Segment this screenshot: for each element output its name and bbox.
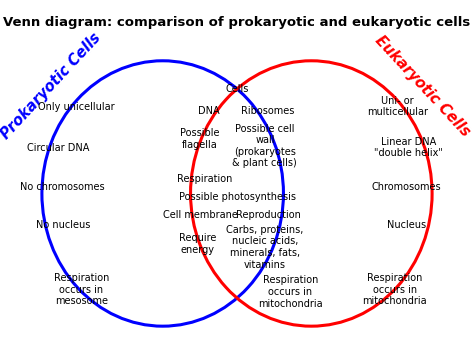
Text: Venn diagram: comparison of prokaryotic and eukaryotic cells: Venn diagram: comparison of prokaryotic … — [3, 16, 471, 29]
Text: DNA: DNA — [198, 106, 220, 116]
Text: Prokaryotic Cells: Prokaryotic Cells — [0, 30, 104, 142]
Text: Carbs, proteins,
nucleic acids,
minerals, fats,
vitamins: Carbs, proteins, nucleic acids, minerals… — [226, 225, 303, 269]
Text: Cell membrane: Cell membrane — [164, 210, 238, 220]
Text: Reproduction: Reproduction — [236, 210, 301, 220]
Text: Respiration: Respiration — [177, 174, 232, 184]
Text: Possible
flagella: Possible flagella — [180, 128, 219, 150]
Text: Chromosomes: Chromosomes — [372, 182, 441, 192]
Text: Possible photosynthesis: Possible photosynthesis — [180, 192, 296, 202]
Text: No chromosomes: No chromosomes — [20, 182, 105, 192]
Text: Circular DNA: Circular DNA — [27, 143, 89, 153]
Text: Require
energy: Require energy — [179, 233, 216, 255]
Text: Ribosomes: Ribosomes — [240, 106, 294, 116]
Text: Nucleus: Nucleus — [387, 220, 426, 230]
Text: Possible cell
wall
(prokaryotes
& plant cells): Possible cell wall (prokaryotes & plant … — [232, 124, 297, 169]
Text: Uni- or
multicellular: Uni- or multicellular — [367, 96, 428, 118]
Text: Eukaryotic Cells: Eukaryotic Cells — [373, 33, 473, 140]
Text: Respiration
occurs in
mitochondria: Respiration occurs in mitochondria — [363, 273, 427, 306]
Text: Linear DNA
"double helix": Linear DNA "double helix" — [374, 137, 443, 158]
Text: No nucleus: No nucleus — [36, 220, 90, 230]
Text: Only unicellular: Only unicellular — [38, 102, 115, 111]
Text: Respiration
occurs in
mitochondria: Respiration occurs in mitochondria — [258, 275, 323, 308]
Text: Cells: Cells — [225, 84, 249, 94]
Text: Respiration
occurs in
mesosome: Respiration occurs in mesosome — [54, 273, 109, 306]
